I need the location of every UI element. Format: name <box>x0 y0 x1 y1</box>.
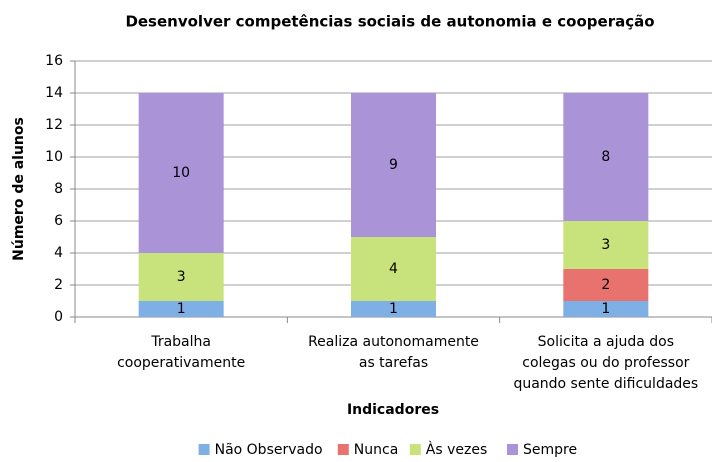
data-label: 3 <box>177 269 186 285</box>
x-tick-label: colegas ou do professor <box>522 355 689 371</box>
x-tick-label: Trabalha <box>150 334 211 350</box>
bar-segment <box>138 253 224 301</box>
bar-segment <box>351 301 436 317</box>
bar-segment <box>138 301 224 317</box>
x-tick-label: quando sente dificuldades <box>513 376 698 392</box>
x-tick-label: cooperativamente <box>117 355 245 371</box>
bar-segment <box>351 93 436 237</box>
legend-swatch <box>198 444 210 455</box>
data-label: 1 <box>601 301 610 317</box>
bar-segment <box>563 301 649 317</box>
x-axis-title: Indicadores <box>347 402 439 418</box>
y-tick-label: 2 <box>54 277 63 293</box>
y-tick-label: 8 <box>54 181 63 197</box>
y-tick-label: 6 <box>54 213 63 229</box>
data-label: 3 <box>601 237 610 253</box>
chart-title: Desenvolver competências sociais de auto… <box>125 13 654 31</box>
legend-label: Nunca <box>354 442 399 458</box>
data-label: 10 <box>172 165 190 181</box>
data-label: 2 <box>601 277 610 293</box>
x-tick-label: as tarefas <box>359 355 428 371</box>
legend-swatch <box>409 444 421 455</box>
y-tick-label: 0 <box>54 309 63 325</box>
x-tick-label: Realiza autonomamente <box>308 334 479 350</box>
y-tick-label: 14 <box>45 85 63 101</box>
bar-segment <box>563 221 649 269</box>
data-label: 4 <box>389 261 398 277</box>
y-tick-label: 16 <box>45 53 63 69</box>
data-label: 1 <box>389 301 398 317</box>
legend-label: Sempre <box>523 442 577 458</box>
data-label: 9 <box>389 157 398 173</box>
x-tick-label: Solicita a ajuda dos <box>538 334 674 350</box>
data-label: 1 <box>177 301 186 317</box>
legend-label: Às vezes <box>426 441 487 458</box>
bar-segment <box>351 237 436 301</box>
y-tick-label: 10 <box>45 149 63 165</box>
y-axis-title: Número de alunos <box>11 117 27 261</box>
y-tick-label: 4 <box>54 245 63 261</box>
y-tick-label: 12 <box>45 117 63 133</box>
legend-label: Não Observado <box>215 442 323 458</box>
data-label: 8 <box>601 149 610 165</box>
legend-swatch <box>507 444 518 455</box>
legend-swatch <box>337 444 349 455</box>
bar-segment <box>563 269 649 301</box>
bar-segment <box>138 93 224 253</box>
bar-segment <box>563 93 649 221</box>
